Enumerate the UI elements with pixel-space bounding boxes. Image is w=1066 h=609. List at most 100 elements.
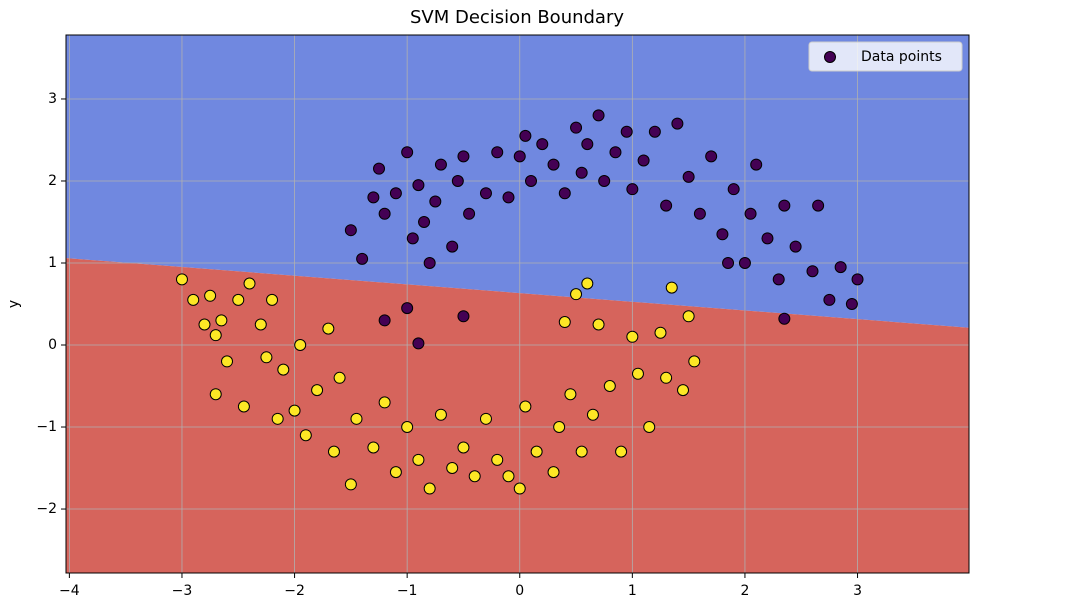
data-point [260,351,273,364]
data-point [457,310,470,323]
y-axis-label: y [6,300,22,308]
data-point [457,441,470,454]
legend-box [808,41,963,72]
data-point [423,256,436,269]
data-point [789,240,802,253]
y-tick-label: 3 [48,91,57,107]
data-point [513,482,526,495]
data-point [705,150,718,163]
data-point [221,355,234,368]
data-point [654,326,667,339]
data-point [209,388,222,401]
data-point [322,322,335,335]
data-point [389,187,402,200]
data-point [468,470,481,483]
data-point [570,121,583,134]
data-point [373,162,386,175]
data-point [682,310,695,323]
data-point [547,158,560,171]
data-point [333,371,346,384]
x-tick-label: −2 [284,583,305,599]
data-point [558,187,571,200]
data-point [570,288,583,301]
data-point [525,174,538,187]
data-point [389,466,402,479]
data-point [564,388,577,401]
data-point [851,273,864,286]
data-point [198,318,211,331]
data-point [553,421,566,434]
data-point [175,273,188,286]
data-point [446,462,459,475]
data-point [254,318,267,331]
data-point [401,421,414,434]
legend-label: Data points [861,49,942,65]
data-point [581,138,594,151]
data-point [615,445,628,458]
data-point [215,314,228,327]
data-point [761,232,774,245]
data-point [457,150,470,163]
data-point [575,166,588,179]
data-point [434,158,447,171]
data-point [558,316,571,329]
region-lower [66,258,969,573]
data-point [581,277,594,290]
data-point [738,256,751,269]
data-point [660,371,673,384]
chart-title: SVM Decision Boundary [410,7,624,28]
data-point [519,400,532,413]
x-tick-label: 2 [740,583,749,599]
data-point [660,199,673,212]
data-point [266,293,279,306]
data-point [378,314,391,327]
data-point [406,232,419,245]
data-point [648,125,661,138]
data-point [609,146,622,159]
plot-area [66,35,969,573]
legend-marker [824,51,836,63]
data-point [367,441,380,454]
data-point [626,183,639,196]
data-point [682,170,695,183]
data-point [378,396,391,409]
data-point [344,224,357,237]
data-point [575,445,588,458]
data-point [665,281,678,294]
data-point [631,367,644,380]
data-point [592,318,605,331]
data-point [620,125,633,138]
data-point [418,215,431,228]
data-point [327,445,340,458]
data-point [519,129,532,142]
data-point [479,412,492,425]
data-point [367,191,380,204]
data-point [536,138,549,151]
data-point [209,329,222,342]
y-tick-label: −1 [36,419,57,435]
data-point [463,207,476,220]
x-tick-label: −4 [59,583,80,599]
x-tick-label: −3 [172,583,193,599]
data-point [598,174,611,187]
data-point [401,146,414,159]
data-point [716,228,729,241]
data-point [277,363,290,376]
data-point [412,453,425,466]
x-tick-label: −1 [397,583,418,599]
y-tick-label: −2 [36,501,57,517]
data-point [204,289,217,302]
data-point [344,478,357,491]
y-tick-label: 0 [48,337,57,353]
data-point [586,408,599,421]
data-point [778,199,791,212]
data-point [451,174,464,187]
data-point [626,330,639,343]
data-point [243,277,256,290]
y-tick-label: 2 [48,173,57,189]
data-point [378,207,391,220]
data-point [502,191,515,204]
data-point [513,150,526,163]
data-point [530,445,543,458]
data-point [823,293,836,306]
